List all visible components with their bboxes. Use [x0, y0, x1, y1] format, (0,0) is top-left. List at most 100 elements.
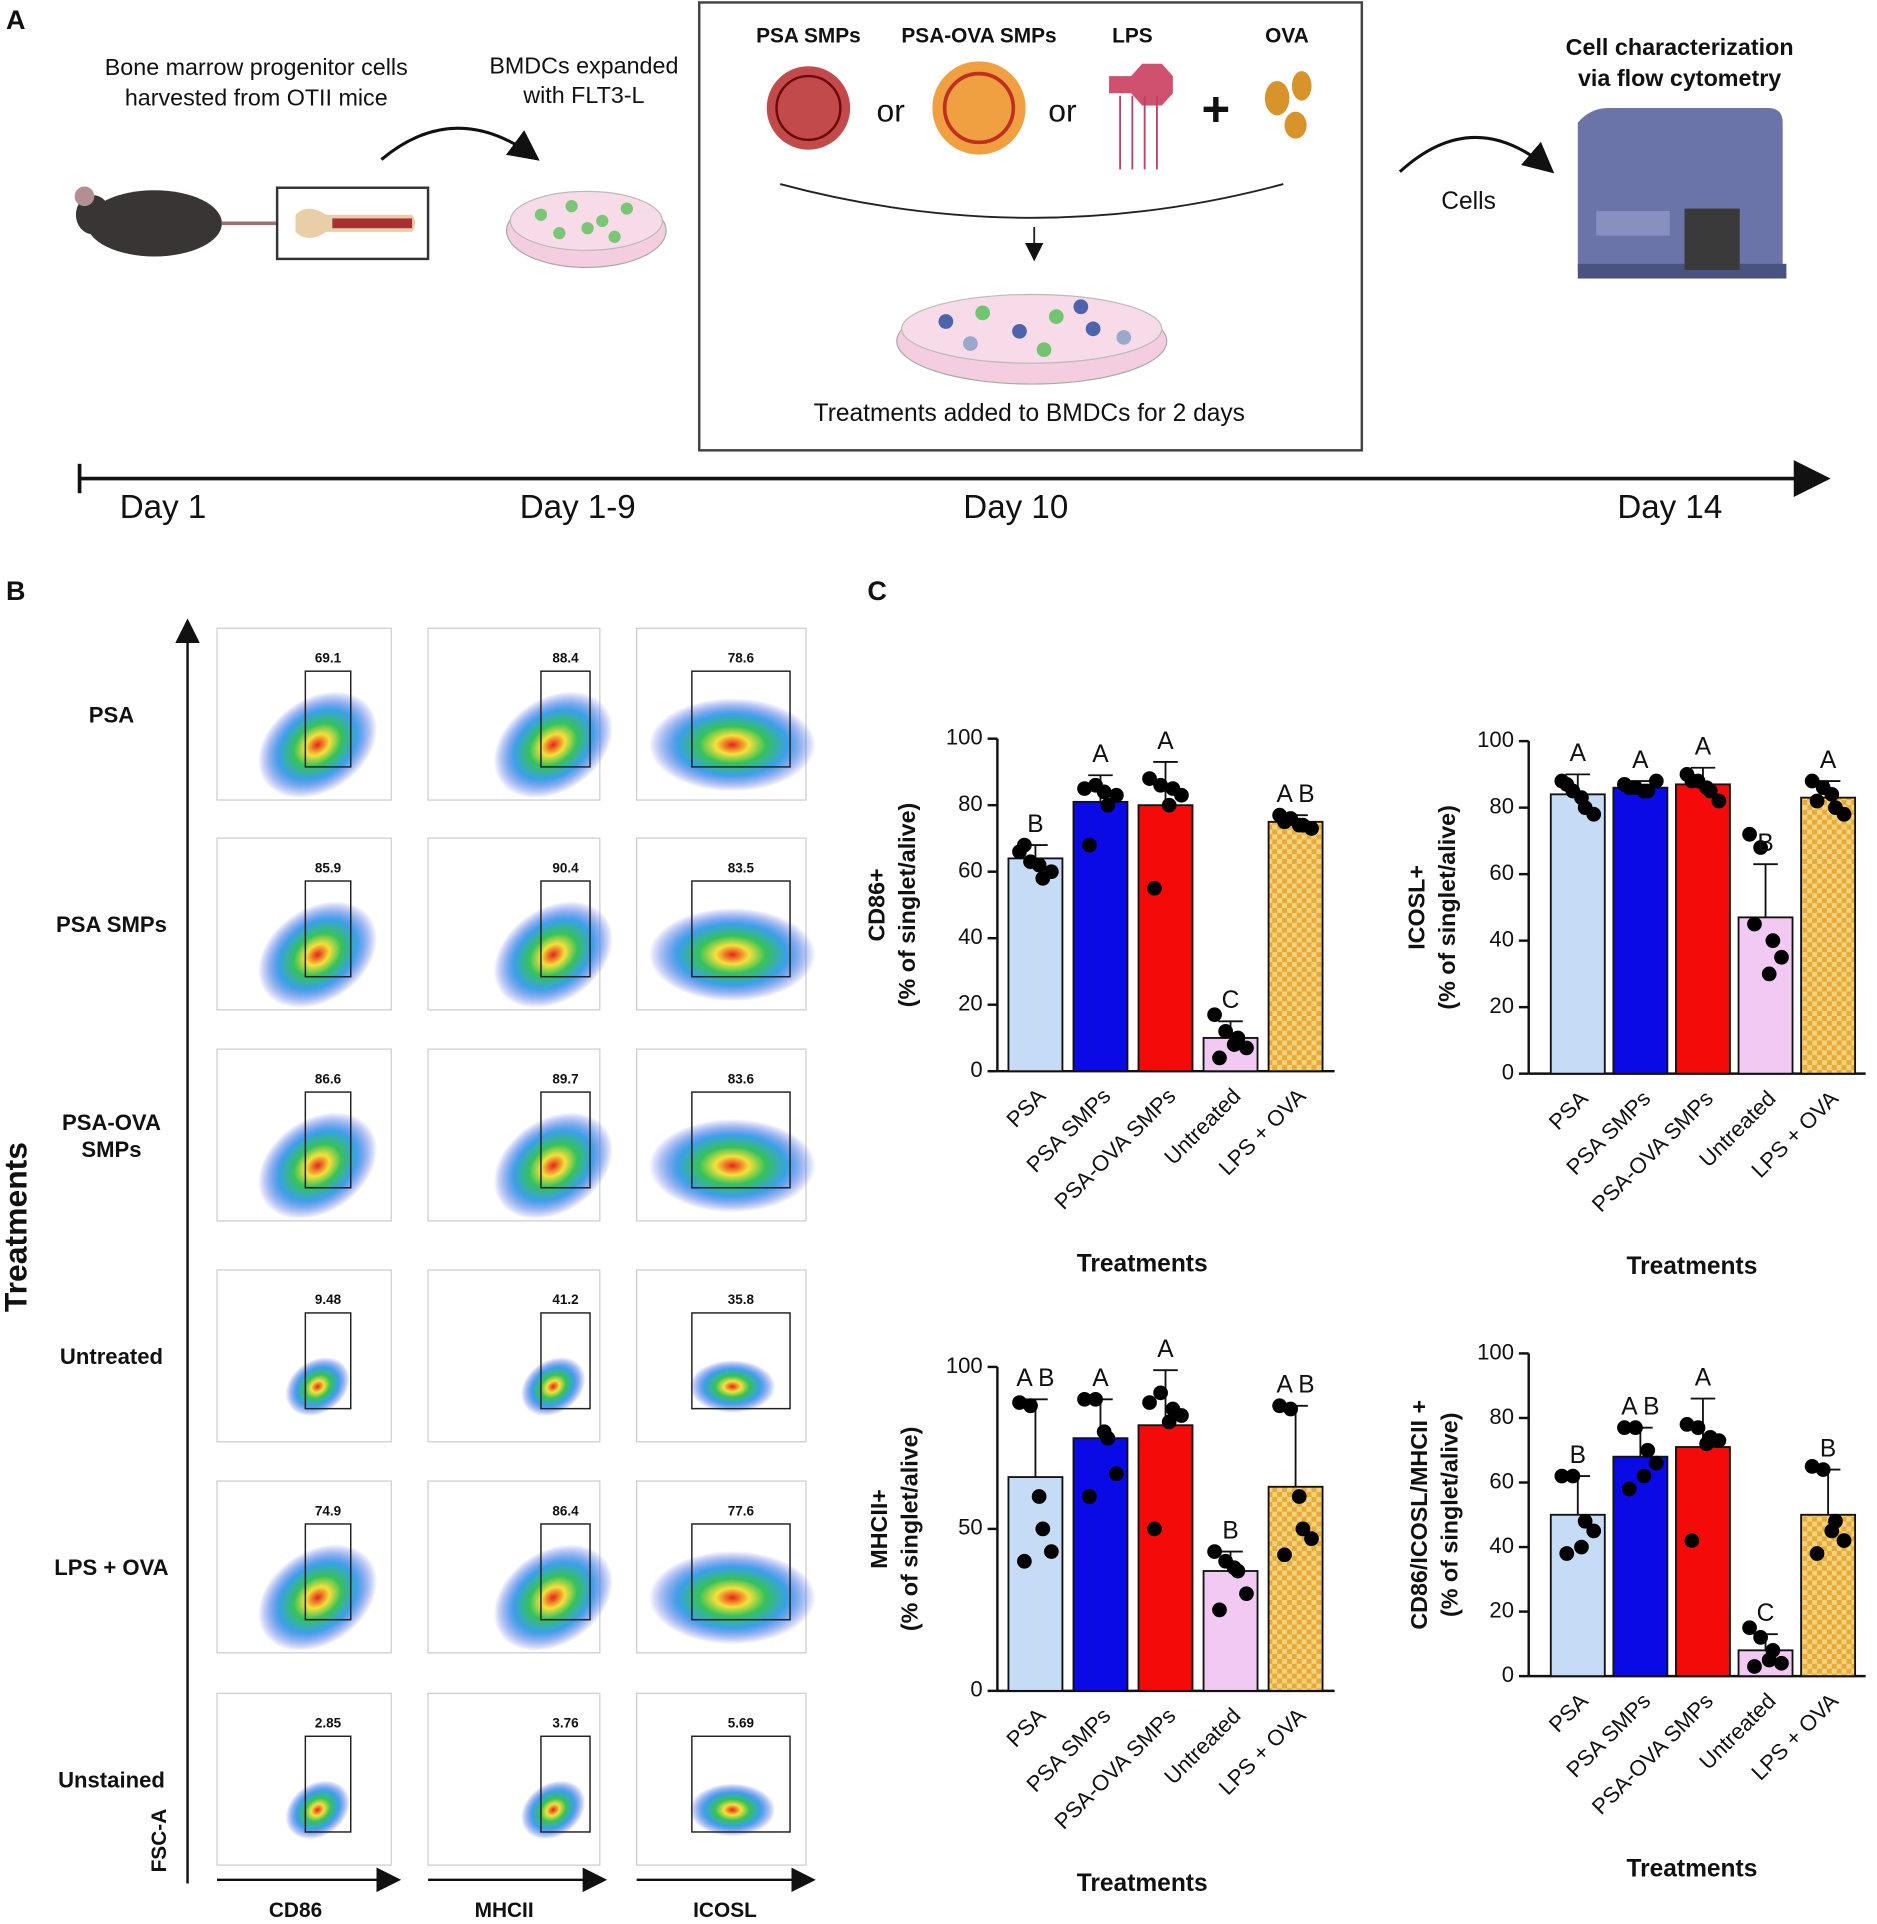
gate-value: 77.6 — [728, 1503, 755, 1518]
bar — [1675, 1446, 1731, 1678]
flow-plot — [427, 1269, 601, 1443]
data-point — [1699, 1436, 1714, 1452]
bar — [1675, 783, 1731, 1075]
arrow-label: Cells — [1441, 188, 1496, 215]
significance-label: A — [1157, 1336, 1174, 1363]
flow-density — [493, 901, 613, 1009]
treatment-name: PSA-OVA SMPs — [901, 24, 1056, 47]
y-tick-label: 40 — [958, 924, 983, 949]
data-point — [1031, 1489, 1047, 1504]
gate-value: 69.1 — [315, 650, 342, 665]
data-point — [1147, 1521, 1162, 1537]
data-point — [1017, 1553, 1032, 1569]
treatment-name: LPS — [1112, 24, 1153, 47]
data-point — [1679, 1417, 1695, 1432]
step-text: Bone marrow progenitor cells — [105, 54, 408, 80]
gate — [691, 880, 791, 978]
significance-label: A — [1157, 728, 1174, 755]
data-point — [1636, 1468, 1652, 1484]
flow-density — [648, 1119, 816, 1213]
bar — [1612, 1455, 1669, 1678]
gate — [691, 1312, 791, 1410]
gate-value: 89.7 — [552, 1071, 578, 1086]
flow-plot — [216, 1269, 392, 1443]
y-axis-label: CD86/ICOSL/MHCII + — [1406, 1400, 1432, 1630]
data-point — [1761, 966, 1777, 982]
gate-value: 5.69 — [728, 1716, 754, 1731]
y-axis-label: (% of singlet/alive) — [1437, 1413, 1463, 1618]
y-tick-label: 40 — [1489, 1533, 1514, 1558]
data-point — [1239, 1040, 1254, 1056]
y-tick-label: 20 — [1489, 1597, 1514, 1622]
data-point — [1684, 773, 1700, 789]
data-point — [1212, 1602, 1227, 1618]
gate — [691, 1735, 791, 1833]
data-point — [1742, 1620, 1757, 1636]
data-point — [1044, 864, 1059, 880]
significance-label: A — [1695, 1364, 1712, 1391]
y-tick-label: 100 — [946, 1353, 983, 1378]
data-point — [1226, 1037, 1242, 1052]
data-point — [1699, 780, 1714, 796]
significance-label: B — [1222, 1517, 1238, 1544]
bar — [1267, 1485, 1324, 1692]
data-point — [1648, 1455, 1664, 1471]
y-tick-label: 20 — [1489, 993, 1514, 1018]
flow-density — [648, 1550, 816, 1645]
axis-label: FSC-A — [148, 1809, 171, 1873]
significance-label: B — [1570, 1442, 1586, 1469]
significance-label: B — [1027, 811, 1043, 838]
data-point — [1815, 1462, 1831, 1477]
data-point — [1207, 1007, 1222, 1023]
flow-density — [258, 1112, 378, 1220]
gate — [691, 1523, 791, 1621]
data-point — [1295, 1521, 1311, 1537]
gate — [540, 1735, 591, 1833]
data-point — [1577, 1513, 1593, 1529]
y-axis-label: (% of singlet/alive) — [1434, 805, 1460, 1010]
treatment-name: PSA SMPs — [756, 24, 861, 47]
data-point — [1109, 787, 1124, 803]
bar — [1137, 804, 1194, 1073]
gate-value: 85.9 — [315, 860, 341, 875]
gate — [304, 880, 352, 978]
y-tick-label: 60 — [1489, 860, 1514, 885]
x-axis-label: Treatments — [1626, 1253, 1757, 1280]
data-point — [1277, 1547, 1292, 1563]
data-point — [1207, 1544, 1222, 1559]
y-tick-label: 40 — [1489, 926, 1514, 951]
data-point — [1774, 949, 1789, 965]
significance-label: C — [1222, 987, 1240, 1014]
flow-density — [285, 1357, 350, 1416]
timeline-label: Day 1 — [120, 489, 207, 526]
data-point — [1753, 1630, 1768, 1645]
gate-value: 3.76 — [552, 1716, 579, 1731]
x-axis-label: Treatments — [1077, 1251, 1208, 1278]
row-label: PSA — [89, 702, 134, 727]
data-point — [1096, 1424, 1112, 1440]
data-point — [1574, 1539, 1589, 1555]
flow-density — [689, 1360, 776, 1413]
data-point — [1277, 814, 1292, 830]
data-point — [1035, 1521, 1051, 1537]
significance-label: A — [1092, 1365, 1109, 1392]
row-label: LPS + OVA — [54, 1555, 168, 1580]
data-point — [1082, 1489, 1097, 1504]
bar — [1549, 793, 1606, 1075]
row-label: PSA-OVA — [62, 1110, 161, 1135]
data-point — [1142, 771, 1157, 786]
marker-label: ICOSL — [693, 1899, 757, 1922]
flow-density — [258, 901, 378, 1009]
gate — [304, 1091, 352, 1189]
gate — [304, 1735, 352, 1833]
y-axis-label: MHCII+ — [866, 1489, 892, 1569]
connector: + — [1201, 83, 1230, 137]
gate — [540, 1523, 591, 1621]
y-tick-label: 100 — [946, 725, 983, 750]
gate-value: 86.4 — [552, 1503, 579, 1518]
data-point — [1648, 773, 1664, 789]
gate — [691, 670, 791, 768]
data-point — [1804, 773, 1820, 789]
y-tick-label: 100 — [1477, 727, 1514, 752]
data-point — [1031, 857, 1047, 873]
